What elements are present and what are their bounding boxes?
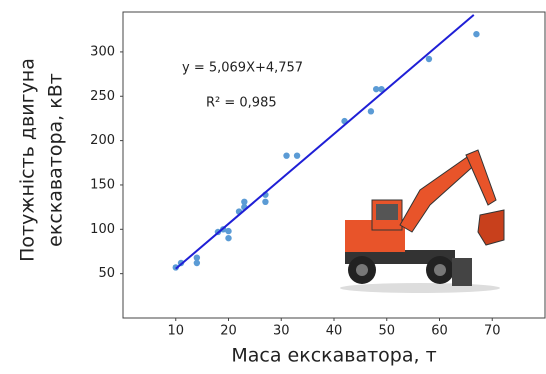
x-tick-label: 50 (378, 324, 395, 339)
excavator-image (340, 150, 504, 293)
x-axis-label: Маса екскаватора, т (231, 345, 436, 367)
r-squared: R² = 0,985 (206, 96, 277, 111)
point (294, 152, 300, 158)
x-tick-label: 20 (220, 324, 237, 339)
y-tick-label: 100 (90, 222, 115, 237)
y-axis-label: екскаватора, кВт (45, 73, 67, 247)
point (262, 199, 268, 205)
y-tick-label: 250 (90, 89, 115, 104)
point (225, 228, 231, 234)
x-tick-label: 10 (167, 324, 184, 339)
trendline (176, 15, 474, 269)
point (426, 56, 432, 62)
point (283, 152, 289, 158)
x-tick-label: 60 (431, 324, 448, 339)
y-tick-label: 150 (90, 177, 115, 192)
point (241, 199, 247, 205)
chart: Маса екскаватора, т Потужність двигуна е… (0, 0, 546, 374)
y-tick-label: 200 (90, 133, 115, 148)
point (368, 108, 374, 114)
x-tick-label: 40 (326, 324, 343, 339)
x-tick-label: 70 (484, 324, 501, 339)
y-axis-label: Потужність двигуна (17, 58, 39, 262)
y-tick-label: 300 (90, 44, 115, 59)
equation: y = 5,069X+4,757 (182, 61, 303, 76)
point (225, 235, 231, 241)
point (194, 254, 200, 260)
y-tick-label: 50 (98, 266, 115, 281)
point (473, 31, 479, 37)
x-tick-label: 30 (273, 324, 290, 339)
